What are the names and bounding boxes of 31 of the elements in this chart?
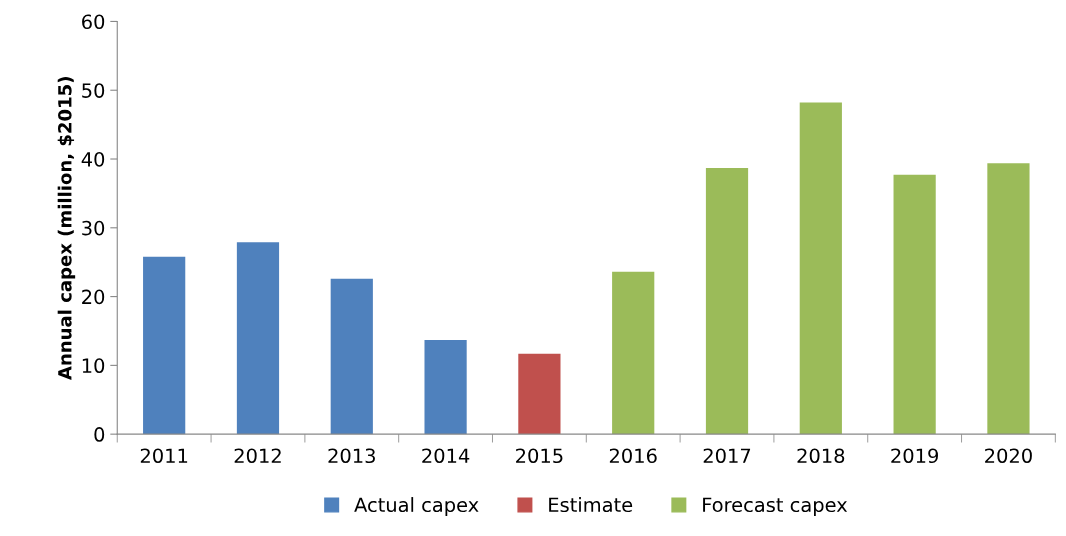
bar xyxy=(424,339,467,435)
y-tick-label: 0 xyxy=(94,427,105,442)
y-tick-label: 10 xyxy=(82,358,105,374)
x-tick-label: 2011 xyxy=(140,448,188,464)
bar xyxy=(987,163,1030,435)
bar xyxy=(330,278,373,435)
y-tick-label: 40 xyxy=(81,151,105,167)
bar xyxy=(799,102,842,435)
x-tick-label: 2015 xyxy=(516,448,563,464)
x-tick-label: 2016 xyxy=(609,448,657,464)
x-tick-label: 2020 xyxy=(985,448,1032,464)
y-axis-title: Annual capex (million, $2015) xyxy=(57,77,76,380)
y-tick-label: 50 xyxy=(82,83,105,98)
bar xyxy=(143,256,186,435)
x-tick-label: 2012 xyxy=(234,448,281,464)
bar xyxy=(705,167,749,435)
y-tick-label: 30 xyxy=(82,220,105,236)
y-tick-label: 60 xyxy=(82,14,105,30)
x-tick-label: 2017 xyxy=(703,448,751,464)
x-tick-label: 2014 xyxy=(422,448,470,464)
x-tick-label: 2013 xyxy=(328,448,375,464)
x-tick-label: 2018 xyxy=(797,448,845,464)
bar xyxy=(612,271,655,435)
y-tick-label: 20 xyxy=(82,289,105,305)
x-tick-label: 2019 xyxy=(891,448,938,464)
legend-label: Forecast capex xyxy=(703,497,848,516)
bar xyxy=(236,242,280,435)
legend-label: Actual capex xyxy=(354,497,479,516)
bar xyxy=(518,353,561,435)
legend-label: Estimate xyxy=(549,497,633,513)
bar xyxy=(893,174,936,435)
